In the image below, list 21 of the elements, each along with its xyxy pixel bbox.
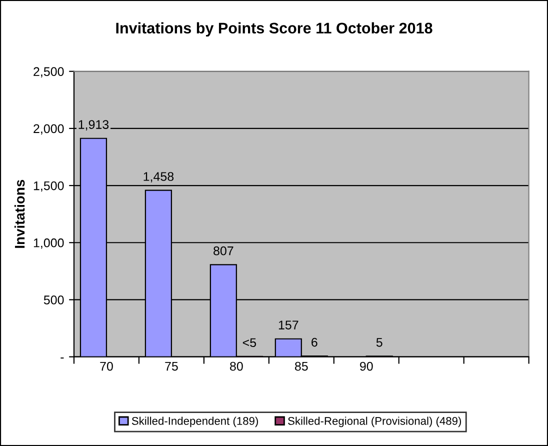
data-label: 807 (214, 246, 234, 256)
data-label: 5 (376, 338, 382, 347)
data-label: 6 (312, 338, 318, 347)
y-tick-label: 2,000 (34, 124, 64, 135)
x-tick-label: 75 (165, 362, 178, 371)
x-tick-label: 90 (360, 362, 373, 371)
x-tick-label: 70 (100, 362, 113, 371)
chart-title: Invitations by Points Score 11 October 2018 (116, 22, 432, 37)
data-label: <5 (242, 338, 256, 348)
legend-label: Skilled-Regional (Provisional) (489) (288, 416, 462, 428)
data-label: 157 (278, 320, 298, 330)
x-tick-label: 80 (230, 362, 243, 371)
data-label: 1,458 (144, 172, 174, 182)
y-tick-label: 500 (44, 296, 64, 304)
x-tick-label: 85 (294, 362, 308, 371)
y-axis-title: Invitations (14, 180, 25, 248)
data-label: 1,913 (78, 120, 109, 130)
legend-label: Skilled-Independent (189) (132, 416, 258, 428)
y-tick-label: 1,000 (34, 238, 64, 249)
y-tick-label: 1,500 (34, 181, 64, 192)
y-tick-label: 2,500 (34, 67, 64, 78)
